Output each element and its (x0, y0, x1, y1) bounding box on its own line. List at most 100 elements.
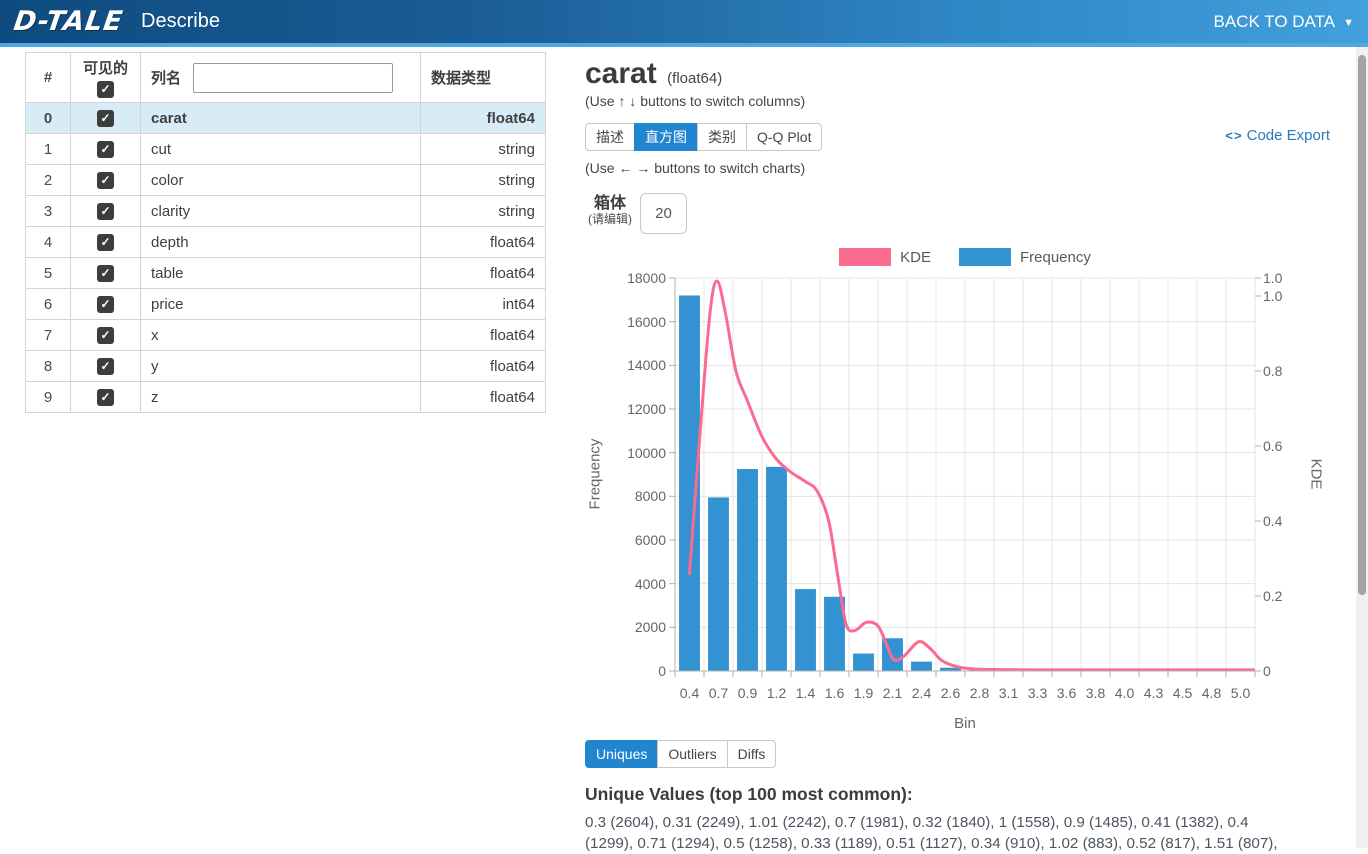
column-index: 0 (26, 103, 71, 134)
column-visible-checkbox[interactable]: ✓ (97, 172, 114, 189)
back-to-data-button[interactable]: BACK TO DATA ▼ (1214, 12, 1354, 32)
column-name: z (141, 382, 421, 413)
column-visible-checkbox[interactable]: ✓ (97, 327, 114, 344)
column-title-dtype: (float64) (667, 70, 722, 87)
frequency-bar (766, 467, 787, 671)
navbar-accent-strip (0, 43, 1368, 47)
column-dtype: float64 (421, 227, 546, 258)
scrollbar-thumb[interactable] (1358, 55, 1366, 595)
freq-tick-label: 4000 (598, 576, 666, 592)
column-visible-checkbox[interactable]: ✓ (97, 110, 114, 127)
column-visible-checkbox[interactable]: ✓ (97, 234, 114, 251)
column-visible-cell: ✓ (71, 320, 141, 351)
column-dtype: float64 (421, 351, 546, 382)
chart-legend[interactable]: KDE Frequency (675, 247, 1255, 267)
page-scrollbar[interactable] (1356, 47, 1368, 848)
code-export-link[interactable]: <>Code Export (1205, 127, 1330, 144)
kde-tick-label: 0.4 (1263, 513, 1303, 529)
column-title: carat (float64) (585, 57, 722, 91)
column-visible-checkbox[interactable]: ✓ (97, 141, 114, 158)
column-index: 9 (26, 382, 71, 413)
column-visible-cell: ✓ (71, 196, 141, 227)
frequency-legend-label: Frequency (1020, 249, 1091, 266)
tab-qq-plot[interactable]: Q-Q Plot (746, 123, 822, 151)
column-dtype: float64 (421, 258, 546, 289)
tab-categories[interactable]: 类别 (697, 123, 747, 151)
frequency-bar (853, 654, 874, 671)
header-visible: 可见的 ✓ (71, 53, 141, 103)
column-name: depth (141, 227, 421, 258)
frequency-bar (795, 589, 816, 671)
column-dtype: string (421, 196, 546, 227)
column-visible-checkbox[interactable]: ✓ (97, 203, 114, 220)
kde-legend-label: KDE (900, 249, 931, 266)
column-name: x (141, 320, 421, 351)
column-title-name: carat (585, 57, 657, 90)
back-to-data-label: BACK TO DATA (1214, 12, 1336, 32)
tab-uniques[interactable]: Uniques (585, 740, 658, 768)
tab-diffs[interactable]: Diffs (727, 740, 777, 768)
caret-down-icon: ▼ (1343, 17, 1354, 29)
frequency-bar (708, 497, 729, 671)
column-visible-checkbox[interactable]: ✓ (97, 265, 114, 282)
column-name: clarity (141, 196, 421, 227)
kde-tick-label: 1.0 (1263, 288, 1303, 304)
code-export-label: Code Export (1247, 127, 1330, 144)
bins-input[interactable] (640, 193, 687, 234)
kde-tick-label: 0.6 (1263, 438, 1303, 454)
column-dtype: float64 (421, 320, 546, 351)
header-index: # (26, 53, 71, 103)
bins-label: 箱体 (请编辑) (583, 195, 637, 226)
column-index: 7 (26, 320, 71, 351)
frequency-swatch (959, 248, 1011, 266)
frequency-bar (911, 662, 932, 671)
kde-tick-label: 0.2 (1263, 588, 1303, 604)
dtale-logo: D-TALE (12, 6, 125, 37)
column-dtype: string (421, 165, 546, 196)
column-index: 6 (26, 289, 71, 320)
freq-tick-label: 6000 (598, 532, 666, 548)
legend-frequency: Frequency (959, 248, 1091, 266)
bins-label-sub: (请编辑) (583, 213, 637, 226)
select-all-checkbox[interactable]: ✓ (97, 81, 114, 98)
column-visible-cell: ✓ (71, 258, 141, 289)
tab-outliers[interactable]: Outliers (657, 740, 727, 768)
histogram-plot[interactable] (675, 278, 1255, 671)
column-visible-cell: ✓ (71, 382, 141, 413)
kde-tick-label: 0 (1263, 663, 1303, 679)
column-visible-checkbox[interactable]: ✓ (97, 296, 114, 313)
charts-hint: (Use ← → buttons to switch charts) (585, 160, 805, 176)
freq-tick-label: 10000 (598, 445, 666, 461)
header-name-label: 列名 (151, 67, 181, 88)
legend-kde: KDE (839, 248, 931, 266)
column-search-input[interactable] (193, 63, 393, 93)
kde-tick-label: 0.8 (1263, 363, 1303, 379)
column-visible-cell: ✓ (71, 134, 141, 165)
kde-axis-title: KDE (1308, 459, 1325, 490)
column-index: 2 (26, 165, 71, 196)
freq-tick-label: 0 (598, 663, 666, 679)
column-dtype: float64 (421, 103, 546, 134)
tab-histogram[interactable]: 直方图 (634, 123, 698, 151)
frequency-bar (737, 469, 758, 671)
header-dtype: 数据类型 (421, 53, 546, 103)
column-visible-cell: ✓ (71, 351, 141, 382)
column-visible-checkbox[interactable]: ✓ (97, 389, 114, 406)
column-name: table (141, 258, 421, 289)
tab-describe[interactable]: 描述 (585, 123, 635, 151)
freq-tick-label: 8000 (598, 488, 666, 504)
column-visible-checkbox[interactable]: ✓ (97, 358, 114, 375)
